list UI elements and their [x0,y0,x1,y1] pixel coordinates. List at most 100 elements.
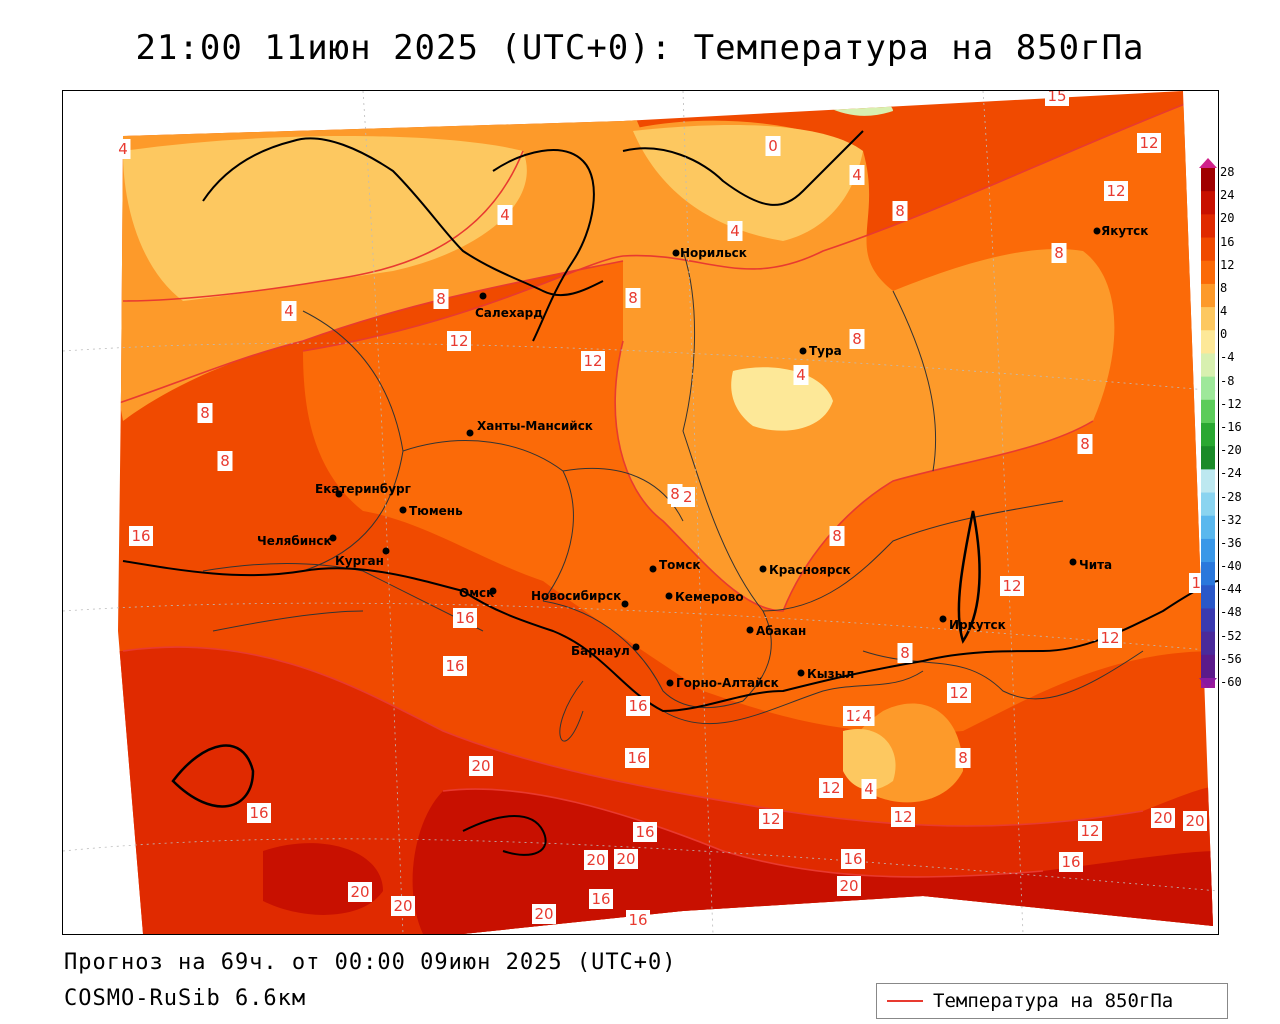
contour-label-box [891,807,915,827]
colorbar-swatch [1201,492,1215,517]
contour-label: 12 [1100,629,1119,647]
city-dot [799,347,807,355]
contour-label: 8 [220,452,230,470]
contour-label-box [1045,91,1069,106]
colorbar-swatch [1201,399,1215,424]
city-label: Чита [1079,558,1112,572]
city-label: Курган [335,554,384,568]
contour-label: 8 [1080,435,1090,453]
city-dot [1093,227,1101,235]
city-label: Томск [659,558,701,572]
contour-label: 20 [616,850,635,868]
city-label: Кемерово [675,590,744,604]
contour-label: 20 [534,905,553,923]
colorbar-tick-label: -40 [1220,559,1242,574]
contour-label-box [1151,808,1175,828]
colorbar-tick-label: -44 [1220,582,1242,597]
contour-label-box [897,643,913,663]
contour-label-box [1077,434,1093,454]
colorbar-tick-label: -12 [1220,396,1242,411]
contour-label: 12 [893,808,912,826]
colorbar-swatch [1201,307,1215,331]
contour-label-box [247,803,271,823]
contour-label-box [129,526,153,546]
colorbar-tick-label: -48 [1220,605,1242,620]
colorbar-swatch [1201,191,1215,215]
city-dot [329,534,337,542]
isotherm-lines [118,91,1213,878]
contour-label-box [849,165,865,185]
colorbar-swatch [1201,608,1215,633]
city-dot [746,626,754,634]
colorbar-swatch [1201,446,1215,470]
city-dot [335,490,343,498]
contour-label: 8 [670,485,680,503]
contour-label-box [1104,181,1128,201]
city-label: Тура [809,344,842,358]
city-label: Омск [459,586,494,600]
contour-label-box [892,201,908,221]
contour-label: 0 [768,137,778,155]
colorbar-tick-label: -16 [1220,420,1242,434]
contour-label: 16 [635,823,654,841]
temp-zone-24 [412,789,1213,934]
contour-label-box [584,850,608,870]
city-label: Якутск [1101,224,1148,238]
temp-zone-4-taimyr [633,125,863,241]
contour-label-box [1059,852,1083,872]
contour-label-box [447,331,471,351]
city-label: Красноярск [769,563,851,577]
colorbar-tick-label: 12 [1220,257,1235,272]
city-markers: Норильск Якутск Салехард Тура Ханты-Мансийск… [257,224,1148,690]
city-label: Норильск [680,246,747,260]
map-area[interactable]: Норильск Якутск Салехард Тура Ханты-Мансийск… [62,90,1219,935]
city-dot [759,565,767,573]
contour-label: 4 [500,206,510,224]
colorbar-swatch [1201,353,1215,378]
colorbar-tick-label: -20 [1220,443,1242,458]
graticule [63,91,1218,934]
contour-label-box [667,484,683,504]
colorbar-swatch [1201,585,1215,609]
contour-label: 8 [628,289,638,307]
contour-label: 8 [900,644,910,662]
contour-label: 20 [839,877,858,895]
colorbar-swatch [1201,631,1215,656]
colorbar-swatch [1201,168,1215,192]
city-dot [399,506,407,514]
contour-label: 16 [627,749,646,767]
colorbar-tick-label: 4 [1220,304,1228,319]
contour-label-box [861,779,877,799]
city-dot [382,547,390,555]
city-dot [632,643,640,651]
city-label: Тюмень [409,504,463,518]
contour-label-box [819,778,843,798]
contour-label: 16 [455,609,474,627]
contour-label-box [581,351,605,371]
city-dot [1069,558,1077,566]
contour-label: 20 [1185,812,1204,830]
contour-label: 12 [821,779,840,797]
colorbar-swatch [1201,562,1215,586]
colorbar-tick-label: 8 [1220,280,1228,295]
city-dot [797,669,805,677]
city-label: Салехард [475,306,543,320]
contour-label-box [217,451,233,471]
city-dot [665,592,673,600]
contour-label-box [625,748,649,768]
forecast-info: Прогноз на 69ч. от 00:00 09июн 2025 (UTC… [64,950,677,975]
contour-label: 4 [852,166,862,184]
colorbar-tick-label: -52 [1220,628,1242,643]
contour-label: 12 [449,332,468,350]
contour-label-box [1051,243,1067,263]
colorbar-swatch [1201,237,1215,262]
contour-label: 16 [131,527,150,545]
contour-label: 8 [436,290,446,308]
contour-labels: 4048121244884812128488128161688161216121… [115,91,1213,930]
colorbar-tick-label: 16 [1220,234,1235,249]
contour-label: 8 [1054,244,1064,262]
contour-label-box [1183,811,1207,831]
city-label: Екатеринбург [315,482,411,496]
contour-label: 20 [586,851,605,869]
contour-label-box [837,876,861,896]
